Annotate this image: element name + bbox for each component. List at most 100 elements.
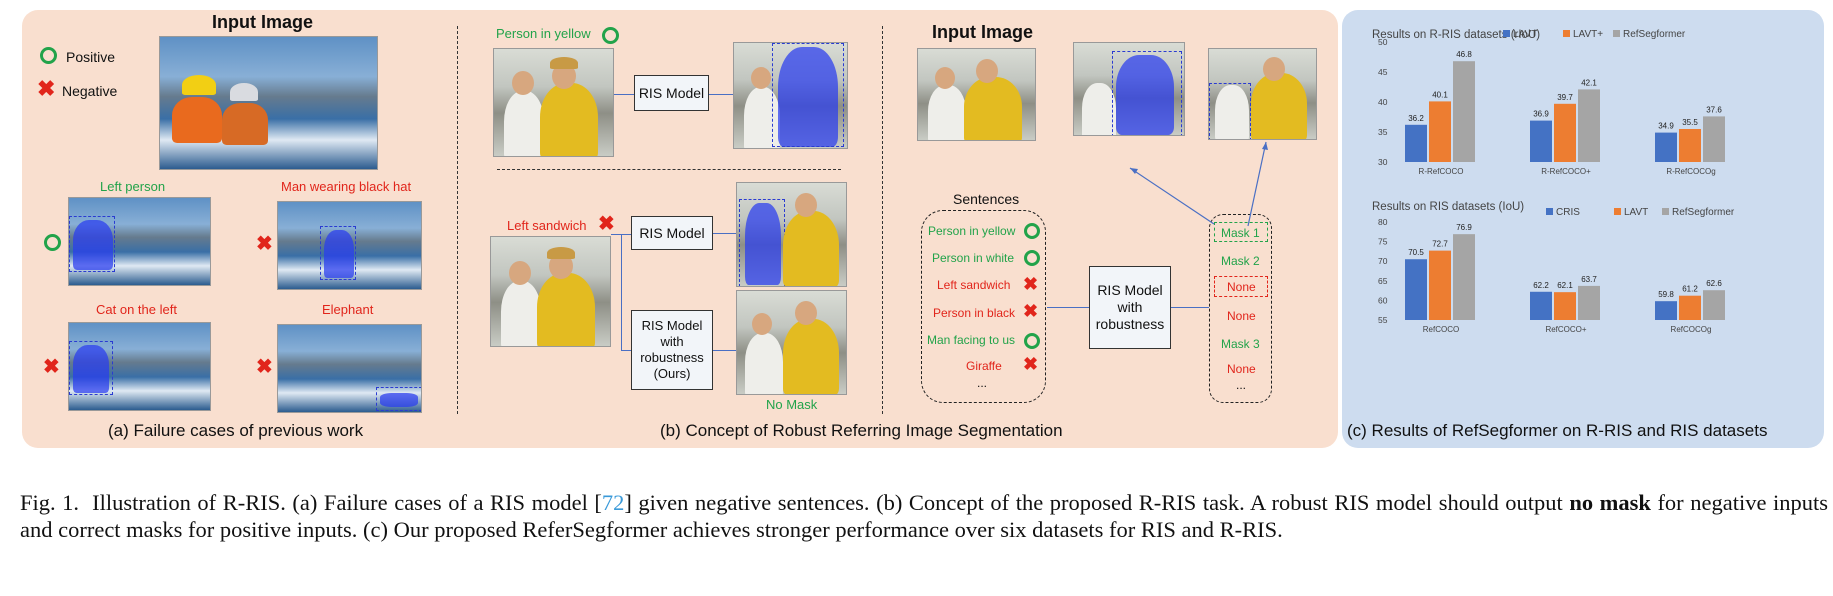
top-query-label: Person in yellow xyxy=(496,26,591,41)
sentences-ellipsis: ... xyxy=(977,376,988,390)
legend-swatch xyxy=(1546,208,1553,215)
positive-circle-icon xyxy=(1024,250,1040,266)
robust-model-box-right: RIS Model with robustness xyxy=(1089,266,1171,349)
highlight-box xyxy=(1214,222,1268,242)
output-item: None xyxy=(1227,362,1256,376)
legend-label: RefSegformer xyxy=(1672,207,1735,218)
output-mask-1-image xyxy=(1073,42,1185,136)
sentence-item: Man facing to us xyxy=(927,333,1016,347)
category-label: RefCOCO xyxy=(1423,325,1459,334)
arrow xyxy=(713,350,736,351)
bottom-query-label: Left sandwich xyxy=(507,218,587,233)
panel-c-caption: (c) Results of RefSegformer on R-RIS and… xyxy=(1347,421,1768,440)
caption-text: for negative inputs and correct masks fo… xyxy=(20,490,1828,542)
example-image-black-hat xyxy=(277,201,422,290)
example-label-cat: Cat on the left xyxy=(96,302,177,317)
mask-pointer-arrows xyxy=(1129,141,1268,227)
ris-model-box: RIS Model xyxy=(634,75,709,111)
outputs-box xyxy=(1209,214,1272,403)
panel-c-charts: Results on R-RIS datasets (rIoU)LAVT LAVT… xyxy=(1372,29,1735,334)
bar-value-label: 76.9 xyxy=(1456,223,1472,232)
negative-cross-icon: ✖ xyxy=(598,213,615,235)
category-label: R-RefCOCOg xyxy=(1666,167,1715,176)
arrow xyxy=(621,350,631,351)
output-item: Mask 2 xyxy=(1221,254,1260,268)
negative-cross-icon: ✖ xyxy=(43,356,60,378)
output-item: None xyxy=(1227,280,1256,294)
separator-line xyxy=(882,26,883,414)
sentence-item: Giraffe xyxy=(966,359,1002,373)
bar xyxy=(1530,120,1552,162)
example-label-elephant: Elephant xyxy=(322,302,374,317)
y-tick-label: 45 xyxy=(1378,67,1388,77)
bar-value-label: 63.7 xyxy=(1581,275,1597,284)
legend-swatch xyxy=(1563,30,1570,37)
bar-value-label: 36.9 xyxy=(1533,110,1549,119)
output-image-yellow-mask xyxy=(733,42,848,149)
bar-value-label: 70.5 xyxy=(1408,248,1424,257)
output-item: Mask 1 xyxy=(1221,226,1260,240)
negative-cross-icon: ✖ xyxy=(256,233,273,255)
arrow xyxy=(614,94,634,95)
fig-label: Fig. 1. xyxy=(20,490,80,515)
legend-label: RefSegformer xyxy=(1623,29,1686,40)
category-label: RefCOCOg xyxy=(1671,325,1712,334)
y-tick-label: 70 xyxy=(1378,256,1388,266)
bar-value-label: 39.7 xyxy=(1557,93,1573,102)
y-tick-label: 30 xyxy=(1378,157,1388,167)
bar-value-label: 62.6 xyxy=(1706,279,1722,288)
bar-value-label: 34.9 xyxy=(1658,122,1674,131)
robust-model-line: (Ours) xyxy=(653,366,691,381)
negative-cross-icon: ✖ xyxy=(1023,274,1039,294)
bar xyxy=(1679,295,1701,320)
bar xyxy=(1578,89,1600,162)
bar-value-label: 46.8 xyxy=(1456,50,1472,59)
sentence-item: Left sandwich xyxy=(937,278,1011,292)
caption-text: Illustration of R-RIS. (a) Failure cases… xyxy=(92,490,602,515)
ris-model-box: RIS Model xyxy=(631,216,713,250)
legend-swatch xyxy=(1613,30,1620,37)
bar-value-label: 37.6 xyxy=(1706,105,1722,114)
positive-circle-icon xyxy=(602,27,619,44)
output-item: None xyxy=(1227,309,1256,323)
panel-a-title: Input Image xyxy=(212,12,314,32)
legend-positive-label: Positive xyxy=(66,49,116,65)
robust-model-line: with xyxy=(1117,299,1143,315)
legend-label: LAVT xyxy=(1513,29,1537,40)
example-label-left-person: Left person xyxy=(100,179,166,194)
negative-cross-icon: ✖ xyxy=(256,356,273,378)
bar xyxy=(1405,259,1427,320)
citation-link[interactable]: 72 xyxy=(601,490,625,515)
caption-text: ] given negative sentences. (b) Concept … xyxy=(624,490,1570,515)
y-tick-label: 60 xyxy=(1378,295,1388,305)
separator-line xyxy=(497,169,841,170)
arrow xyxy=(709,94,733,95)
bar-value-label: 72.7 xyxy=(1432,240,1448,249)
chart-title: Results on RIS datasets (IoU) xyxy=(1372,201,1524,213)
y-tick-label: 75 xyxy=(1378,237,1388,247)
no-mask-label: No Mask xyxy=(766,397,818,412)
bar-value-label: 62.1 xyxy=(1557,281,1573,290)
panel-c-background xyxy=(1342,10,1824,448)
legend-label: LAVT xyxy=(1624,207,1648,218)
arrow xyxy=(1171,307,1209,308)
bar-value-label: 36.2 xyxy=(1408,114,1424,123)
output-item: Mask 3 xyxy=(1221,337,1260,351)
bar xyxy=(1703,116,1725,162)
bar xyxy=(1554,292,1576,320)
y-tick-label: 35 xyxy=(1378,127,1388,137)
highlight-box xyxy=(1214,276,1268,297)
legend-swatch xyxy=(1614,208,1621,215)
robust-model-line: RIS Model xyxy=(1097,282,1163,298)
output-image-no-mask xyxy=(736,290,847,395)
legend-swatch xyxy=(1503,30,1510,37)
panel-a-caption: (a) Failure cases of previous work xyxy=(108,421,364,440)
category-label: R-RefCOCO+ xyxy=(1541,167,1591,176)
y-tick-label: 80 xyxy=(1378,217,1388,227)
bar xyxy=(1679,129,1701,162)
input-image-ship xyxy=(159,36,378,170)
negative-cross-icon: ✖ xyxy=(1023,301,1039,321)
bar-value-label: 35.5 xyxy=(1682,118,1698,127)
y-tick-label: 50 xyxy=(1378,37,1388,47)
arrow xyxy=(1047,307,1089,308)
